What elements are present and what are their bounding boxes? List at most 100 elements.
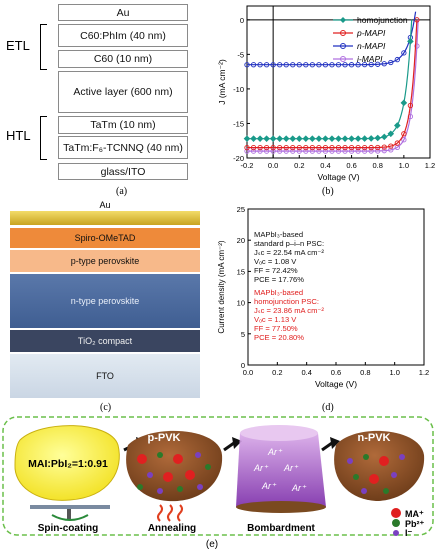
- chart-b-point-n-MAPI: [401, 50, 407, 56]
- legend-ma: MA⁺: [405, 509, 424, 519]
- chart-b-point-homojunction: [367, 135, 375, 142]
- chart-d: 0.0 0.2 0.4 0.6 0.8 1.0 1.2 0 5 10 15 20 25 Voltage (…: [212, 205, 429, 389]
- chart-b: -0.2 0.0 0.2 0.4 0.6 0.8 1.0 1.2 -20 -15 -10 -5 0 Vol…: [217, 5, 435, 182]
- chart-d-ytick-label: 20: [237, 236, 245, 245]
- chart-b-point-n-MAPI: [316, 62, 322, 68]
- chart-b-point-p-MAPI: [244, 144, 250, 151]
- chart-b-point-p-MAPI: [270, 144, 276, 151]
- layer-active: Active layer (600 nm): [58, 71, 188, 113]
- chart-b-point-p-MAPI: [361, 144, 368, 151]
- chart-b-point-p-MAPI: [342, 144, 348, 151]
- chart-d-annotation-red: Vₒc = 1.13 V: [254, 315, 297, 324]
- chart-b-point-i-MAPI: [381, 148, 387, 154]
- chart-b-point-p-MAPI: [322, 144, 329, 151]
- spin-arrow-icon: [51, 514, 89, 521]
- chart-b-point-i-MAPI: [303, 148, 309, 154]
- chart-b-point-n-MAPI: [263, 62, 270, 68]
- chart-b-point-n-MAPI: [368, 61, 374, 68]
- chart-b-point-homojunction: [380, 133, 388, 141]
- chart-b-xtick-label: 0.0: [268, 161, 278, 170]
- chart-b-ytick-label: -15: [233, 119, 244, 128]
- chart-b-point-i-MAPI: [263, 148, 270, 154]
- chart-b-point-i-MAPI: [368, 148, 374, 154]
- stack-au: [10, 211, 200, 225]
- layer-au: Au: [58, 4, 188, 21]
- chart-d-annotation-black: standard p–i–n PSC:: [254, 239, 324, 248]
- chart-b-point-n-MAPI: [348, 62, 355, 68]
- stack-au-label: Au: [99, 200, 111, 210]
- chart-b-point-homojunction: [348, 135, 355, 142]
- chart-b-point-n-MAPI: [322, 62, 329, 68]
- chart-b-point-i-MAPI: [375, 148, 381, 154]
- legend-i: I⁻: [405, 528, 413, 538]
- caption-c: (c): [100, 402, 112, 413]
- etl-bracket: [40, 24, 47, 70]
- chart-b-point-i-MAPI: [316, 148, 322, 154]
- chart-b-point-n-MAPI: [296, 62, 302, 68]
- chart-b-point-i-MAPI: [283, 148, 289, 154]
- chart-b-point-i-MAPI: [342, 148, 348, 154]
- ar-ion-4: Ar⁺: [261, 481, 277, 491]
- chart-b-point-p-MAPI: [277, 144, 283, 151]
- caption-d: (d): [322, 402, 334, 413]
- chart-b-point-homojunction: [407, 38, 414, 45]
- chart-b-point-n-MAPI: [329, 62, 335, 68]
- chart-b-ytick-label: -10: [233, 85, 244, 94]
- chart-b-point-n-MAPI: [342, 62, 348, 68]
- chart-b-point-p-MAPI: [407, 102, 414, 109]
- heat-waves-icon: [157, 504, 183, 522]
- chart-d-annotation-black: PCE = 17.76%: [254, 275, 304, 284]
- layer-c60-phim: C60:PhIm (40 nm): [58, 24, 188, 47]
- chart-b-point-i-MAPI: [348, 148, 355, 154]
- process-frame: [2, 416, 434, 536]
- chart-b-point-n-MAPI: [361, 61, 368, 68]
- chart-b-point-homojunction: [250, 135, 257, 142]
- chart-b-point-homojunction: [282, 135, 290, 142]
- chart-b-xtick-label: 0.2: [294, 161, 304, 170]
- chart-b-point-n-MAPI: [257, 62, 263, 68]
- bombard-film: [236, 501, 326, 513]
- p-pvk-label: p-PVK: [148, 432, 181, 444]
- n-pvk-label: n-PVK: [358, 432, 391, 444]
- chart-b-legend-marker: [340, 17, 346, 23]
- chart-d-ytick-label: 15: [237, 267, 245, 276]
- chart-d-annotation-black: MAPbI₃-based: [254, 230, 303, 239]
- chart-b-ytick-label: 0: [240, 16, 244, 25]
- caption-a: (a): [116, 186, 128, 197]
- chart-b-point-homojunction: [269, 135, 277, 142]
- layer-tatm: TaTm (10 nm): [58, 116, 188, 134]
- chart-b-point-n-MAPI: [303, 62, 309, 68]
- chart-d-annotation-red: MAPbI₃-based: [254, 288, 303, 297]
- chart-d-annotation-black: Jₛc = 22.54 mA cm⁻²: [254, 248, 324, 257]
- chart-b-point-p-MAPI: [335, 144, 342, 151]
- chart-b-point-homojunction: [394, 122, 401, 129]
- chart-b-ylabel: J (mA cm⁻²): [217, 59, 227, 105]
- chart-b-point-n-MAPI: [290, 62, 296, 68]
- chart-d-ytick-label: 0: [241, 361, 245, 370]
- chart-b-point-p-MAPI: [388, 143, 394, 149]
- p-pvk-ions: [137, 452, 211, 494]
- ar-beam-top: [240, 425, 318, 441]
- chart-b-point-homojunction: [328, 135, 336, 142]
- chart-b-point-n-MAPI: [355, 62, 361, 68]
- ar-ion-3: Ar⁺: [283, 463, 299, 473]
- chart-b-point-i-MAPI: [322, 148, 329, 154]
- chart-b-xtick-label: 1.2: [425, 161, 435, 170]
- chart-d-ylabel: Current density (mA cm⁻²): [217, 240, 226, 333]
- chart-b-point-p-MAPI: [250, 144, 257, 151]
- stack-spiro: Spiro-OMeTAD: [10, 228, 200, 248]
- step-spin-coating: Spin-coating: [38, 523, 99, 534]
- chart-d-annotation-red: homojunction PSC:: [254, 297, 319, 306]
- chart-b-ytick-label: -5: [237, 50, 244, 59]
- chart-b-point-i-MAPI: [401, 137, 407, 143]
- chart-b-point-homojunction: [289, 135, 297, 142]
- chart-b-point-p-MAPI: [368, 144, 374, 151]
- chart-b-point-p-MAPI: [355, 144, 361, 151]
- chart-b-point-homojunction: [374, 134, 382, 142]
- chart-d-xtick-label: 0.6: [331, 368, 341, 377]
- chart-b-point-i-MAPI: [414, 43, 420, 49]
- chart-b-xlabel: Voltage (V): [317, 172, 359, 182]
- htl-label: HTL: [6, 128, 31, 143]
- chart-b-frame: [246, 5, 431, 159]
- arrow-3-icon: [321, 441, 333, 452]
